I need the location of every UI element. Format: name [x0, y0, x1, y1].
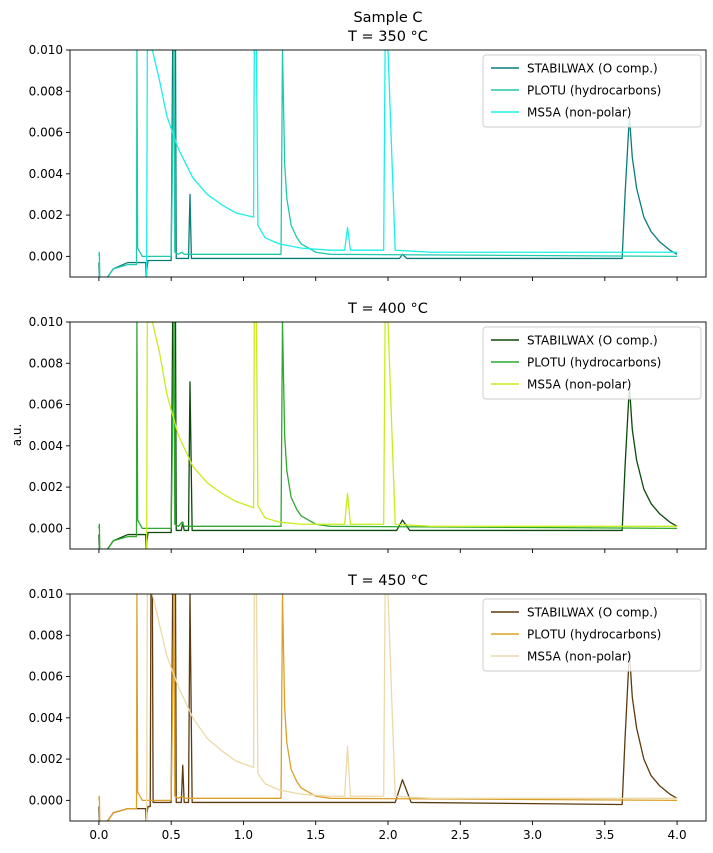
series-line-2 [98, 322, 678, 549]
x-tick-label: 2.5 [451, 828, 470, 842]
legend-box [482, 598, 702, 672]
y-tick-label: 0.008 [29, 84, 63, 98]
series-line-3 [145, 322, 678, 549]
legend-label: PLOTU (hydrocarbons) [527, 628, 661, 642]
chart-panel-2: T = 400 °C 0.000 0.002 0.004 0.006 0.008 0.010… [29, 301, 707, 553]
series-line-2 [98, 594, 678, 821]
x-tick-label: 2.0 [378, 828, 397, 842]
legend: STABILWAX (O comp.) PLOTU (hydrocarbons) M… [482, 598, 702, 672]
chart-panel-3: T = 450 °C 0.000 0.002 0.004 0.006 0.008 0.010… [29, 573, 707, 842]
legend-box [482, 54, 702, 128]
legend: STABILWAX (O comp.) PLOTU (hydrocarbons) M… [482, 326, 702, 400]
x-tick-label: 1.0 [234, 828, 253, 842]
legend-label: PLOTU (hydrocarbons) [527, 356, 661, 370]
y-tick-label: 0.010 [29, 587, 63, 601]
x-tick-label: 3.5 [595, 828, 614, 842]
y-tick-label: 0.006 [29, 126, 63, 140]
legend-label: STABILWAX (O comp.) [527, 62, 658, 76]
legend-label: STABILWAX (O comp.) [527, 334, 658, 348]
y-tick-label: 0.010 [29, 315, 63, 329]
y-tick-label: 0.006 [29, 398, 63, 412]
legend-label: PLOTU (hydrocarbons) [527, 84, 661, 98]
legend-label: STABILWAX (O comp.) [527, 606, 658, 620]
chart-panel-1: T = 350 °C 0.000 0.002 0.004 0.006 0.008 0.010… [29, 29, 707, 281]
series-line-1 [98, 50, 678, 277]
y-tick-label: 0.004 [29, 439, 63, 453]
x-tick-label: 0.5 [162, 828, 181, 842]
series-line-1 [98, 594, 678, 821]
y-tick-label: 0.002 [29, 752, 63, 766]
series-group [98, 50, 678, 277]
x-tick-label: 3.0 [523, 828, 542, 842]
series-group [98, 594, 678, 821]
figure-ylabel: a.u. [10, 424, 24, 447]
y-tick-label: 0.000 [29, 249, 63, 263]
chart-title: T = 400 °C [347, 301, 428, 317]
y-tick-label: 0.006 [29, 670, 63, 684]
x-tick-label: 4.0 [668, 828, 687, 842]
y-tick-label: 0.000 [29, 521, 63, 535]
y-tick-label: 0.004 [29, 711, 63, 725]
y-tick-label: 0.008 [29, 628, 63, 642]
chart-title: T = 350 °C [347, 29, 428, 45]
panels: T = 350 °C 0.000 0.002 0.004 0.006 0.008 0.010… [29, 29, 707, 842]
y-tick-label: 0.002 [29, 208, 63, 222]
y-tick-label: 0.000 [29, 793, 63, 807]
series-line-2 [98, 50, 678, 277]
chart-title: T = 450 °C [347, 573, 428, 589]
series-line-3 [145, 594, 678, 821]
legend-label: MS5A (non-polar) [527, 378, 631, 392]
legend-label: MS5A (non-polar) [527, 650, 631, 664]
series-group [98, 322, 678, 549]
y-tick-label: 0.008 [29, 356, 63, 370]
figure-suptitle: Sample C [353, 10, 422, 26]
legend-label: MS5A (non-polar) [527, 106, 631, 120]
y-tick-label: 0.002 [29, 480, 63, 494]
x-tick-label: 1.5 [306, 828, 325, 842]
x-tick-label: 0.0 [89, 828, 108, 842]
legend: STABILWAX (O comp.) PLOTU (hydrocarbons) M… [482, 54, 702, 128]
series-line-3 [145, 50, 678, 277]
y-tick-label: 0.010 [29, 43, 63, 57]
legend-box [482, 326, 702, 400]
y-tick-label: 0.004 [29, 167, 63, 181]
